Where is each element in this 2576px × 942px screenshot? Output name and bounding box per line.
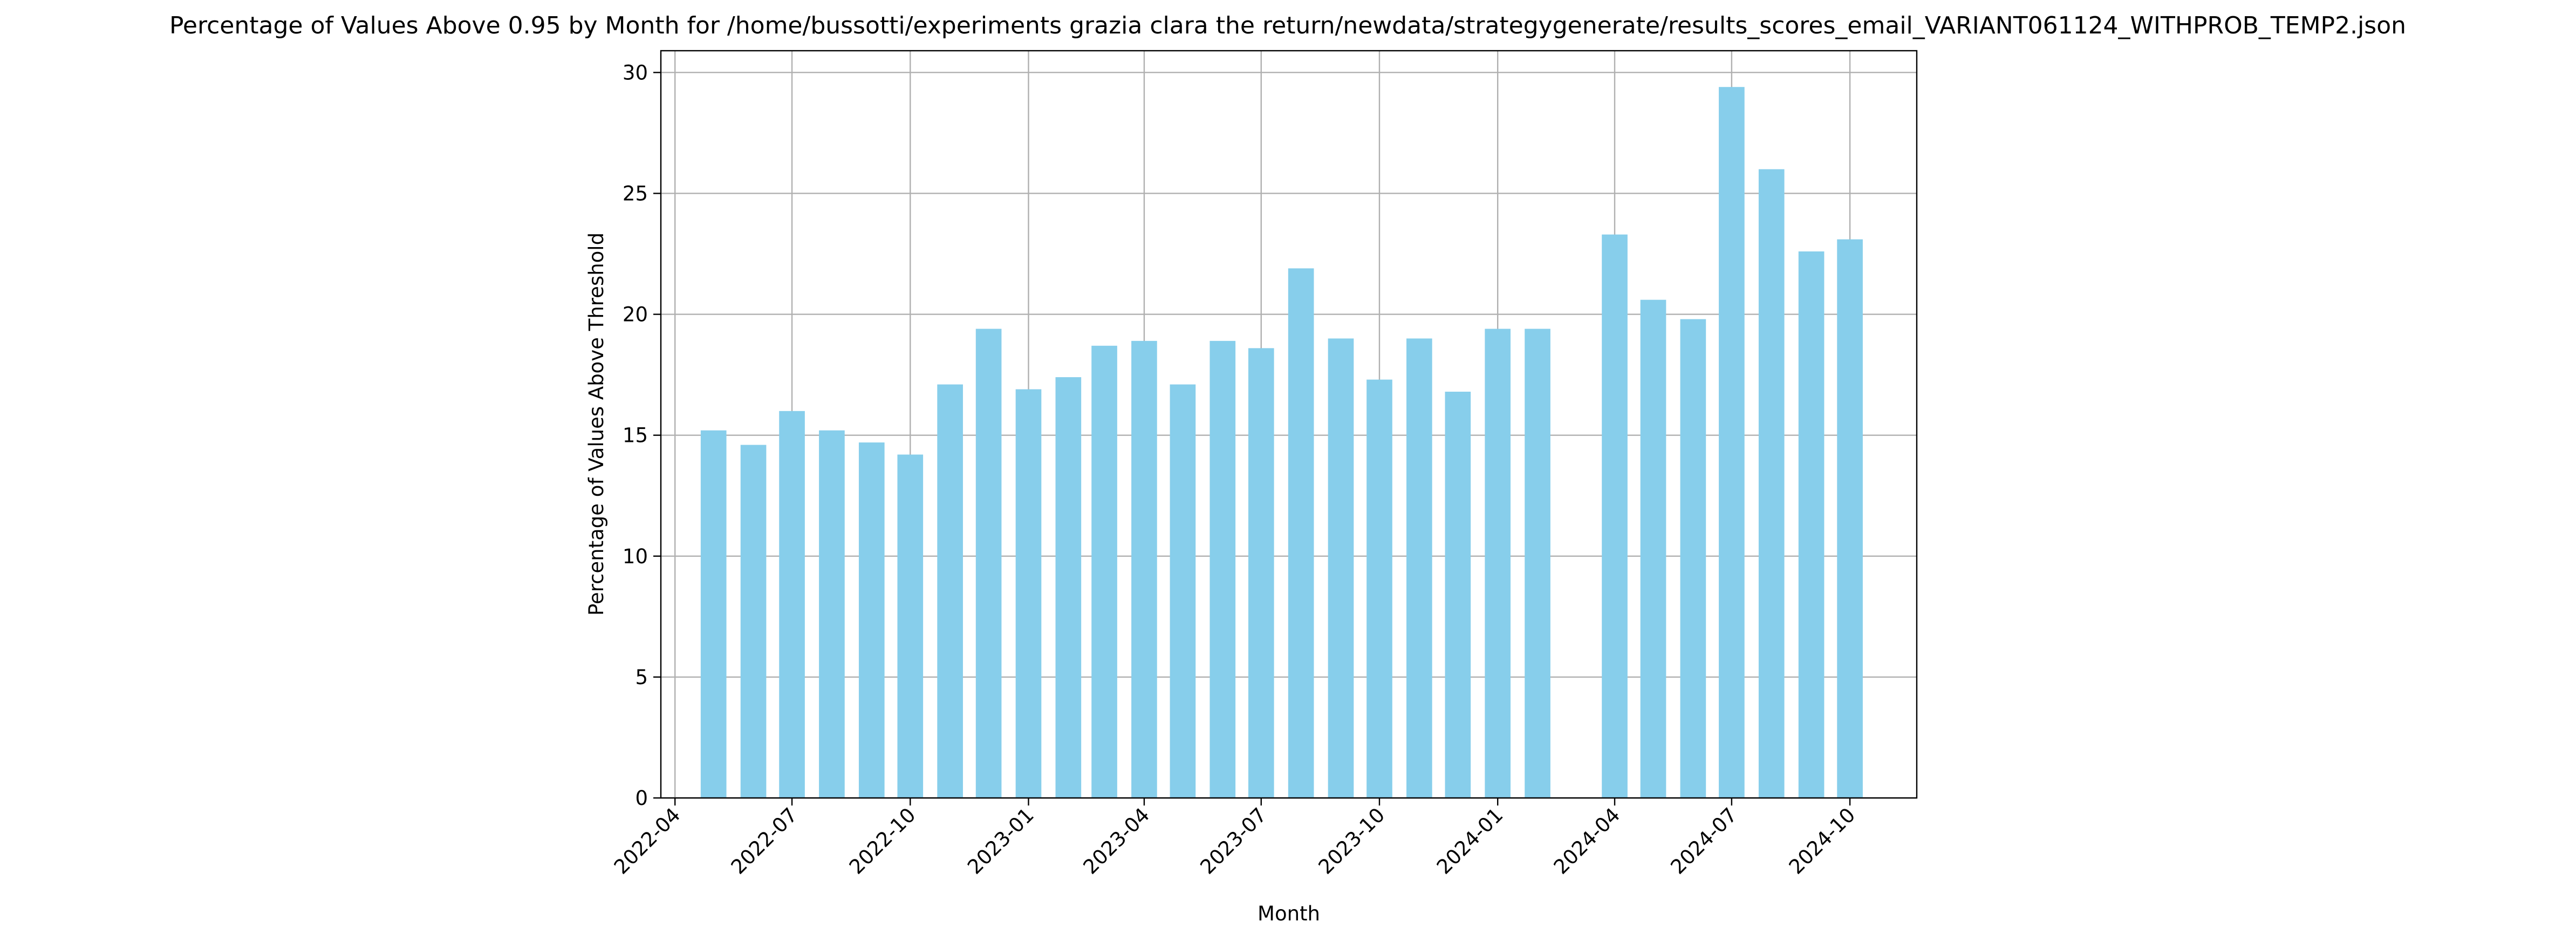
x-tick-label: 2024-10: [1785, 803, 1860, 879]
x-tick-label: 2023-01: [963, 803, 1038, 879]
bar-2022-10: [897, 454, 924, 798]
bar-2023-12: [1445, 391, 1471, 798]
x-tick-label: 2023-04: [1079, 803, 1154, 879]
bar-2024-08: [1758, 169, 1785, 798]
x-tick-label: 2024-07: [1666, 803, 1742, 879]
plot-frame: [660, 50, 1918, 799]
bar-2023-01: [1015, 389, 1042, 798]
y-tick-label: 10: [623, 545, 648, 568]
bar-2024-05: [1640, 299, 1666, 798]
bar-2022-08: [819, 430, 845, 798]
y-tick-label: 30: [623, 61, 648, 84]
bar-2023-08: [1288, 268, 1314, 798]
bar-2024-07: [1719, 87, 1745, 798]
y-axis-label: Percentage of Values Above Threshold: [585, 233, 608, 616]
bar-2022-12: [975, 329, 1002, 798]
bar-2023-02: [1055, 377, 1082, 798]
x-tick-label: 2024-01: [1432, 803, 1508, 879]
y-tick-label: 15: [623, 424, 648, 447]
y-tick-label: 5: [635, 666, 648, 689]
bar-2023-03: [1091, 345, 1117, 798]
bars: [700, 87, 1863, 798]
bar-2022-11: [937, 384, 963, 798]
bar-2022-07: [779, 411, 805, 798]
bar-2023-07: [1248, 348, 1274, 798]
x-tick-label: 2022-10: [845, 803, 920, 879]
bar-2024-10: [1837, 239, 1863, 798]
x-tick-label: 2022-07: [727, 803, 802, 879]
bar-2024-09: [1798, 251, 1825, 798]
bar-2022-09: [858, 442, 885, 798]
bar-2023-10: [1366, 379, 1392, 798]
x-tick-label: 2023-07: [1195, 803, 1271, 879]
x-tick-label: 2024-04: [1549, 803, 1625, 879]
y-tick-label: 25: [623, 182, 648, 205]
chart-title: Percentage of Values Above 0.95 by Month…: [169, 12, 2406, 39]
bar-2022-06: [740, 445, 767, 798]
y-tick-label: 0: [635, 787, 648, 810]
x-tick-label: 2023-10: [1314, 803, 1390, 879]
bar-2022-05: [700, 430, 727, 798]
bar-2024-01: [1485, 329, 1511, 798]
y-axis-ticks: 0 5 10 15 20 25 30: [623, 61, 661, 810]
x-tick-label: 2022-04: [610, 803, 685, 879]
bar-2024-04: [1602, 234, 1628, 798]
y-tick-label: 20: [623, 303, 648, 326]
x-axis-label: Month: [1258, 902, 1320, 925]
bar-2023-09: [1328, 338, 1354, 798]
bar-2023-05: [1170, 384, 1196, 798]
bar-2023-04: [1131, 340, 1157, 798]
x-axis-ticks: 2022-04 2022-07 2022-10 2023-01 2023-04 2023-…: [610, 798, 1860, 879]
bar-2024-02: [1525, 329, 1550, 798]
bar-2023-06: [1210, 340, 1236, 798]
bar-2023-11: [1406, 338, 1432, 798]
bar-2024-06: [1680, 319, 1706, 798]
